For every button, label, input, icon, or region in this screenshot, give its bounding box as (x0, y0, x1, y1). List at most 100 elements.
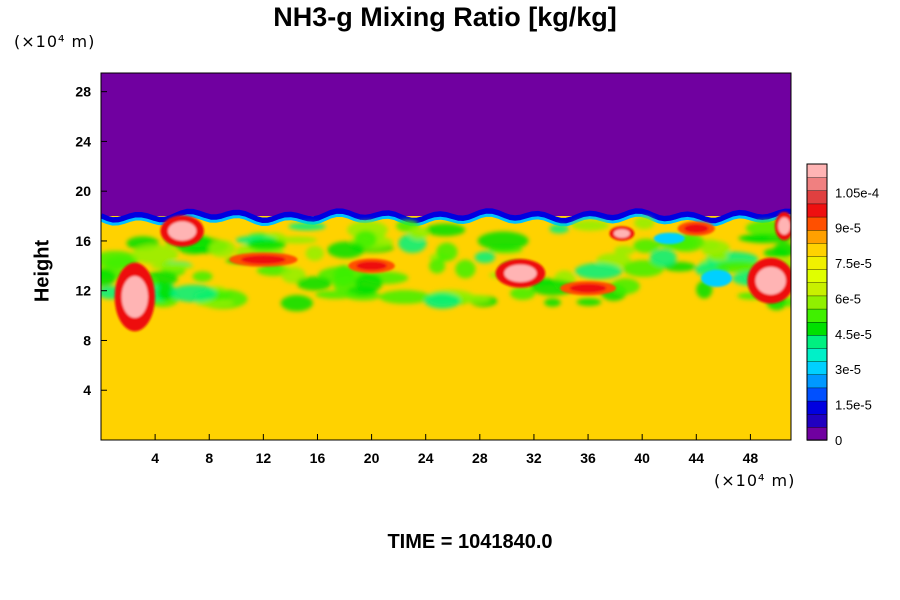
colorbar-swatch (806, 255, 828, 270)
colorbar-tick-label: 4.5e-5 (835, 327, 872, 342)
blob-core (778, 217, 791, 235)
band-blob (170, 284, 217, 303)
x-tick-label: 28 (472, 450, 488, 466)
colorbar-swatch (806, 387, 828, 402)
colorbar-swatch (806, 163, 828, 178)
band-blob (208, 240, 236, 258)
x-tick-label: 48 (743, 450, 759, 466)
x-tick-label: 24 (418, 450, 434, 466)
colorbar-swatch (806, 268, 828, 283)
colorbar-tick-label: 3e-5 (835, 362, 861, 377)
colorbar-tick-label: 1.5e-5 (835, 398, 872, 413)
x-tick-label: 16 (310, 450, 326, 466)
colorbar-tick-label: 0 (835, 433, 842, 448)
band-blob (315, 290, 356, 299)
y-tick-label: 12 (75, 283, 91, 299)
colorbar-swatch (806, 400, 828, 415)
band-blob (280, 295, 313, 312)
colorbar-swatch (806, 190, 828, 205)
band-blob (571, 220, 610, 231)
colorbar-swatch (806, 176, 828, 191)
band-blob (614, 245, 636, 255)
band-blob (101, 268, 116, 287)
band-blob (408, 226, 429, 240)
band-blob (277, 236, 318, 244)
y-tick-label: 28 (75, 84, 91, 100)
x-tick-label: 12 (256, 450, 272, 466)
band-blob (701, 240, 731, 257)
colorbar-swatch (806, 360, 828, 375)
blob-core (241, 255, 286, 264)
colorbar-tick-label: 9e-5 (835, 221, 861, 236)
x-tick-label: 4 (151, 450, 159, 466)
colorbar-swatch (806, 347, 828, 362)
colorbar-swatch (806, 242, 828, 257)
colorbar-swatch (806, 334, 828, 349)
band-blob (574, 263, 623, 280)
colorbar-swatch (806, 229, 828, 244)
band-blob (195, 299, 234, 307)
band-blob (429, 258, 446, 274)
band-blob (424, 223, 466, 237)
colorbar-swatch (806, 282, 828, 297)
y-tick-label: 16 (75, 233, 91, 249)
band-blob (457, 294, 491, 303)
upper-region (101, 73, 791, 217)
band-blob (436, 242, 458, 262)
blob-core (121, 276, 149, 318)
band-blob (477, 231, 529, 251)
band-blob (576, 298, 602, 306)
colorbar: 0 1.5e-5 3e-5 4.5e-5 6e-5 7.5e-5 9e-5 1.05e-4 (806, 163, 879, 448)
band-blob (634, 216, 655, 230)
time-label: TIME = 1041840.0 (387, 531, 553, 553)
x-tick-label: 20 (364, 450, 380, 466)
high-concentration-blobs (114, 211, 791, 332)
band-blob (611, 278, 640, 295)
band-blob (247, 238, 287, 251)
band-blob (157, 284, 175, 301)
blob-core (504, 264, 537, 283)
chart-title: NH3-g Mixing Ratio [kg/kg] (273, 2, 617, 32)
colorbar-tick-label: 6e-5 (835, 291, 861, 306)
colorbar-swatch (806, 216, 828, 231)
band-blob (763, 248, 789, 258)
x-tick-label: 32 (526, 450, 542, 466)
x-tick-label: 36 (580, 450, 596, 466)
x-tick-label: 8 (205, 450, 213, 466)
colorbar-frame (806, 163, 828, 441)
mixing-ratio-field (101, 73, 791, 440)
colorbar-swatch (806, 203, 828, 218)
band-blob (474, 251, 496, 264)
band-blob (150, 263, 194, 270)
interface-blue (101, 208, 791, 224)
band-blob (281, 267, 306, 284)
colorbar-swatch (806, 295, 828, 310)
band-blob (424, 292, 461, 309)
y-tick-label: 8 (83, 332, 91, 348)
colorbar-tick-label: 1.05e-4 (835, 185, 879, 200)
blob-core (684, 224, 709, 233)
x-tick-label: 40 (634, 450, 650, 466)
plot-frame (100, 72, 792, 441)
band-blob (510, 287, 536, 300)
x-axis-unit: (×10⁴ m) (714, 471, 796, 490)
band-blob (296, 276, 332, 291)
colorbar-swatch (806, 321, 828, 336)
blob-core (659, 234, 680, 242)
band-blob (305, 245, 324, 261)
colorbar-swatch (806, 413, 828, 428)
band-blob (288, 222, 326, 231)
band-blob (192, 271, 213, 282)
blob-core (706, 273, 727, 284)
band-blob (544, 298, 561, 307)
band-blob (379, 290, 431, 304)
y-axis-unit: (×10⁴ m) (14, 32, 96, 51)
colorbar-swatch (806, 374, 828, 389)
turbulent-band (101, 216, 791, 312)
blob-core (356, 261, 387, 271)
band-blob (354, 230, 377, 248)
blob-core (569, 283, 607, 293)
band-blob (649, 249, 677, 267)
blob-core (755, 266, 786, 295)
